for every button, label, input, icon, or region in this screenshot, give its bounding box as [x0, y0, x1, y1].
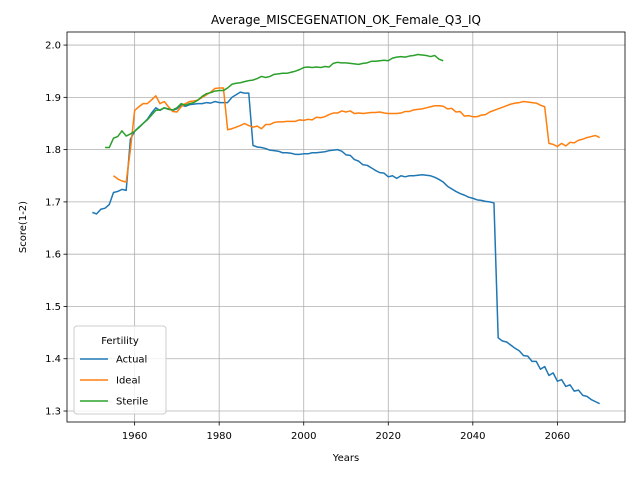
y-tick-label: 2.0	[45, 41, 61, 52]
y-tick-label: 1.6	[45, 250, 61, 261]
y-tick-label: 1.3	[45, 407, 61, 418]
y-tick-label: 1.5	[45, 302, 61, 313]
axes-frame	[66, 31, 626, 423]
legend-title: Fertility	[101, 336, 139, 347]
x-tick-label: 2040	[460, 431, 485, 442]
y-tick-label: 1.8	[45, 145, 61, 156]
chart-title: Average_MISCEGENATION_OK_Female_Q3_IQ	[211, 13, 481, 27]
legend-label: Ideal	[116, 376, 140, 387]
x-tick-label: 1960	[122, 431, 147, 442]
legend-box	[73, 325, 167, 415]
legend-label: Sterile	[116, 397, 148, 408]
x-tick-label: 2060	[545, 431, 570, 442]
x-tick-label: 2000	[291, 431, 316, 442]
series-line	[105, 53, 444, 149]
x-axis-label: Years	[332, 453, 359, 464]
y-tick-label: 1.9	[45, 93, 61, 104]
y-tick-label: 1.4	[45, 354, 61, 365]
y-tick-label: 1.7	[45, 197, 61, 208]
y-axis-label: Score(1-2)	[18, 201, 29, 253]
series-line	[113, 87, 600, 183]
x-tick-label: 2020	[376, 431, 401, 442]
x-tick-label: 1980	[206, 431, 231, 442]
legend-label: Actual	[116, 355, 147, 366]
series-line	[92, 91, 600, 405]
